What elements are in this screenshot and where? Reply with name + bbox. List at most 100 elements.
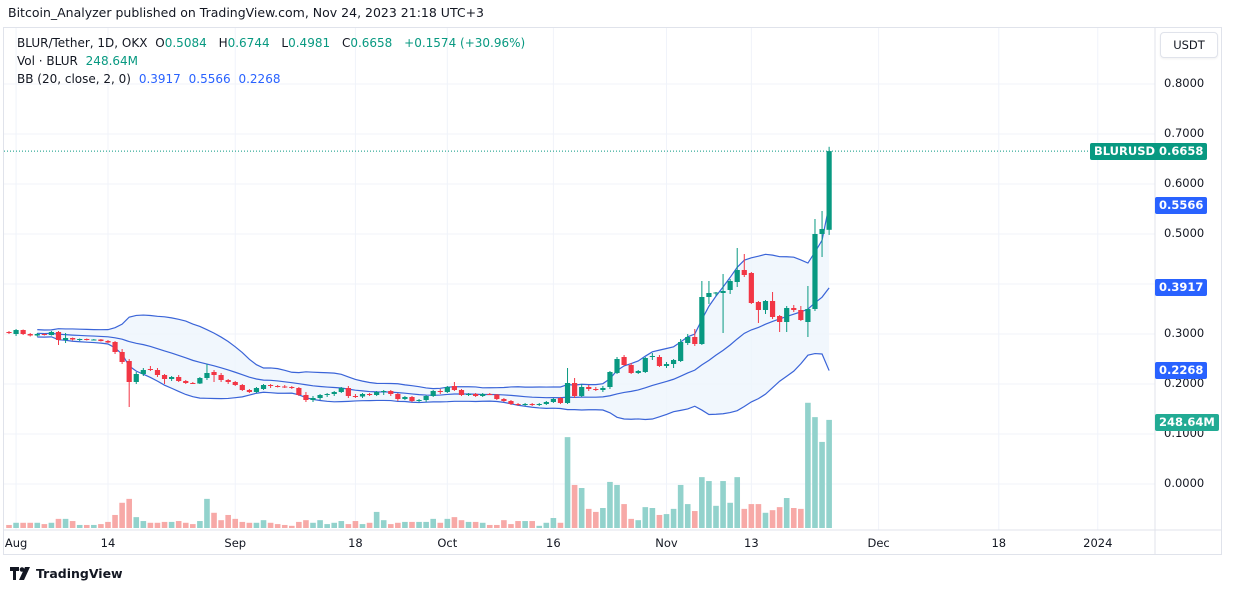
candle[interactable] <box>98 339 104 342</box>
candle[interactable] <box>649 353 655 360</box>
candle[interactable] <box>20 329 26 336</box>
candle[interactable] <box>395 393 401 401</box>
candle[interactable] <box>819 211 825 257</box>
candle[interactable] <box>529 403 535 406</box>
candle[interactable] <box>225 379 231 384</box>
candle[interactable] <box>55 331 62 345</box>
candle[interactable] <box>444 386 450 393</box>
candle[interactable] <box>204 364 210 380</box>
candle[interactable] <box>487 393 493 395</box>
candle[interactable] <box>48 331 55 336</box>
candle[interactable] <box>402 396 408 400</box>
candle[interactable] <box>324 393 330 397</box>
candle[interactable] <box>409 396 415 402</box>
candle[interactable] <box>798 306 804 321</box>
candle[interactable] <box>501 398 507 402</box>
candle[interactable] <box>246 389 252 393</box>
tradingview-logo[interactable]: TradingView <box>10 566 123 581</box>
candle[interactable] <box>543 401 549 405</box>
candle[interactable] <box>239 384 245 391</box>
candle[interactable] <box>670 359 677 368</box>
candle[interactable] <box>253 387 260 393</box>
candle[interactable] <box>289 386 295 389</box>
candle[interactable] <box>133 372 139 384</box>
candle[interactable] <box>105 340 111 343</box>
candle[interactable] <box>416 399 422 402</box>
candle[interactable] <box>6 331 12 334</box>
candle[interactable] <box>34 333 40 337</box>
candle[interactable] <box>465 393 472 396</box>
candle[interactable] <box>656 355 663 367</box>
candle[interactable] <box>777 315 783 332</box>
candle[interactable] <box>480 393 486 397</box>
candle[interactable] <box>607 371 613 389</box>
candle[interactable] <box>762 300 769 314</box>
candle[interactable] <box>437 389 443 394</box>
candle[interactable] <box>388 390 394 396</box>
candle[interactable] <box>13 329 19 336</box>
candle[interactable] <box>366 393 373 396</box>
candle[interactable] <box>699 281 705 345</box>
candle[interactable] <box>62 333 69 343</box>
candle[interactable] <box>791 305 797 312</box>
candle[interactable] <box>706 281 712 304</box>
candle[interactable] <box>621 355 627 366</box>
candle[interactable] <box>515 403 521 406</box>
candle[interactable] <box>536 403 542 406</box>
candle[interactable] <box>805 286 811 337</box>
candle[interactable] <box>522 403 528 406</box>
candle[interactable] <box>161 374 168 384</box>
bb-label[interactable]: BB (20, close, 2, 0) <box>17 72 131 86</box>
candle[interactable] <box>663 362 670 368</box>
candle[interactable] <box>769 292 776 319</box>
candle[interactable] <box>338 387 344 393</box>
candle[interactable] <box>614 357 620 374</box>
candle[interactable] <box>628 363 634 374</box>
candle[interactable] <box>359 393 366 398</box>
candle[interactable] <box>642 357 648 373</box>
candle[interactable] <box>211 370 217 382</box>
candle[interactable] <box>91 339 97 341</box>
candle[interactable] <box>741 254 747 277</box>
volume-label[interactable]: Vol · BLUR <box>17 54 78 68</box>
candle[interactable] <box>27 333 33 337</box>
candle[interactable] <box>352 394 359 398</box>
candle[interactable] <box>564 368 571 404</box>
candle[interactable] <box>593 387 599 391</box>
legend-symbol[interactable]: BLUR/Tether, 1D, OKX <box>17 36 148 50</box>
candle[interactable] <box>727 279 733 294</box>
candle[interactable] <box>183 380 189 384</box>
candle[interactable] <box>572 378 578 398</box>
candle[interactable] <box>430 390 436 397</box>
candle[interactable] <box>112 341 118 354</box>
candle[interactable] <box>784 306 790 332</box>
candle[interactable] <box>169 376 175 381</box>
candle[interactable] <box>303 392 309 402</box>
candle[interactable] <box>119 349 125 364</box>
candle[interactable] <box>713 292 719 296</box>
candle[interactable] <box>232 381 238 386</box>
candle[interactable] <box>70 337 76 341</box>
candle[interactable] <box>685 334 691 345</box>
candle[interactable] <box>275 385 281 388</box>
candle[interactable] <box>41 333 47 336</box>
candle[interactable] <box>494 394 500 400</box>
candle[interactable] <box>267 384 274 388</box>
candle[interactable] <box>310 396 316 402</box>
candle[interactable] <box>826 146 832 235</box>
candle[interactable] <box>218 373 224 382</box>
candle[interactable] <box>458 389 465 396</box>
candle[interactable] <box>734 248 740 287</box>
candle[interactable] <box>748 272 754 304</box>
candle[interactable] <box>345 386 351 398</box>
candle[interactable] <box>451 382 458 391</box>
currency-button[interactable]: USDT <box>1160 32 1218 58</box>
candle[interactable] <box>678 339 684 362</box>
candle[interactable] <box>755 301 762 323</box>
candle[interactable] <box>154 368 161 377</box>
candle[interactable] <box>508 400 514 405</box>
candle[interactable] <box>331 391 337 396</box>
candle[interactable] <box>720 274 726 333</box>
candle[interactable] <box>473 393 479 397</box>
